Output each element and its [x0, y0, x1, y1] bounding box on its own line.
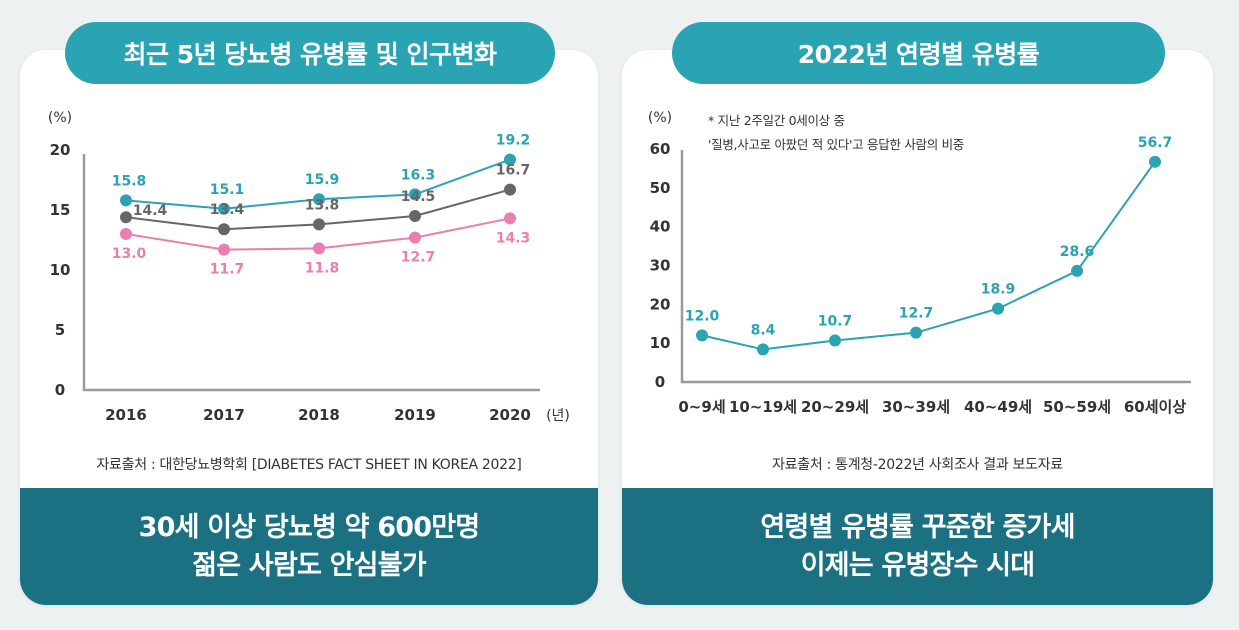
- right-banner-line1: 연령별 유병률 꾸준한 증가세: [760, 511, 1075, 543]
- left-x-unit-label: (년): [546, 408, 570, 424]
- data-point: [120, 211, 132, 224]
- data-point: [1149, 155, 1161, 168]
- left-line-chart: (%) (년) 0 5 10 15 20 2016 2017 2018 2019 2020 15.8…: [48, 110, 570, 424]
- x-tick-label: 2019: [394, 406, 436, 424]
- right-banner: 연령별 유병률 꾸준한 증가세 이제는 유병장수 시대: [622, 488, 1213, 605]
- y-tick-label: 60: [650, 140, 671, 158]
- x-tick-label: 60세이상: [1124, 398, 1186, 416]
- data-point: [313, 193, 325, 206]
- data-label: 19.2: [496, 133, 531, 149]
- data-label: 15.9: [305, 172, 340, 188]
- right-note-line1: * 지난 2주일간 0세이상 중: [708, 113, 845, 128]
- left-chart-title-pill: 최근 5년 당뇨병 유병률 및 인구변화: [65, 22, 555, 84]
- data-point: [757, 343, 769, 356]
- data-point: [696, 329, 708, 342]
- data-label: 56.7: [1138, 135, 1173, 151]
- left-banner-line2: 젊은 사람도 안심불가: [192, 549, 426, 581]
- x-tick-label: 2016: [105, 406, 147, 424]
- data-label: 12.0: [685, 308, 720, 324]
- y-tick-label: 10: [50, 261, 71, 279]
- data-point: [218, 202, 230, 215]
- right-note-line2: '질병,사고로 아팠던 적 있다'고 응답한 사람의 비중: [708, 137, 964, 152]
- data-label: 16.7: [496, 163, 531, 179]
- data-point: [504, 212, 516, 225]
- data-point: [218, 223, 230, 236]
- left-chart-panel: (%) (년) 0 5 10 15 20 2016 2017 2018 2019 2020 15.8…: [20, 50, 598, 605]
- data-point: [829, 334, 841, 347]
- left-source-text: 자료출처 : 대한당뇨병학회 [DIABETES FACT SHEET IN K…: [96, 457, 522, 473]
- data-label: 13.8: [305, 197, 340, 213]
- data-label: 12.7: [899, 306, 934, 322]
- y-tick-label: 15: [50, 201, 71, 219]
- data-point: [313, 218, 325, 231]
- data-label: 16.3: [401, 167, 436, 183]
- data-label: 11.7: [210, 262, 245, 278]
- x-tick-label: 20~29세: [801, 398, 869, 416]
- data-point: [409, 231, 421, 244]
- right-banner-line2: 이제는 유병장수 시대: [800, 549, 1035, 581]
- y-tick-label: 50: [650, 179, 671, 197]
- data-point: [992, 302, 1004, 315]
- data-label: 11.8: [305, 260, 340, 276]
- y-tick-label: 20: [650, 295, 671, 313]
- data-label: 18.9: [981, 282, 1016, 298]
- right-y-unit-label: (%): [648, 110, 672, 126]
- left-y-unit-label: (%): [48, 110, 72, 126]
- data-label: 13.4: [210, 202, 245, 218]
- right-chart-panel: (%) 0 10 20 30 40 50 60 0~9세 10~19세 20~29세 30~39세 4…: [622, 50, 1213, 605]
- data-point: [120, 194, 132, 207]
- data-point: [504, 153, 516, 166]
- x-tick-label: 40~49세: [964, 398, 1032, 416]
- data-label: 14.4: [133, 203, 168, 219]
- left-banner: 30세 이상 당뇨병 약 600만명 젊은 사람도 안심불가: [20, 488, 598, 605]
- y-tick-label: 30: [650, 257, 671, 275]
- data-point: [120, 228, 132, 240]
- data-label: 28.6: [1060, 244, 1095, 260]
- y-tick-label: 20: [50, 141, 71, 159]
- right-source-text: 자료출처 : 통계청-2022년 사회조사 결과 보도자료: [772, 457, 1063, 473]
- data-label: 14.5: [401, 189, 436, 205]
- y-tick-label: 0: [655, 373, 665, 391]
- data-label: 15.8: [112, 173, 147, 189]
- data-point: [910, 326, 922, 339]
- x-tick-label: 30~39세: [882, 398, 950, 416]
- data-point: [313, 242, 325, 255]
- x-tick-label: 2020: [489, 406, 531, 424]
- y-tick-label: 0: [55, 381, 65, 399]
- y-tick-label: 40: [650, 218, 671, 236]
- data-label: 14.3: [496, 230, 531, 246]
- x-tick-label: 2017: [203, 406, 245, 424]
- x-tick-label: 10~19세: [729, 398, 797, 416]
- x-tick-label: 50~59세: [1043, 398, 1111, 416]
- data-label: 8.4: [751, 322, 776, 338]
- x-tick-label: 2018: [298, 406, 340, 424]
- left-banner-line1: 30세 이상 당뇨병 약 600만명: [138, 511, 481, 543]
- y-tick-label: 10: [650, 334, 671, 352]
- data-point: [1071, 264, 1083, 277]
- data-label: 15.1: [210, 182, 245, 198]
- data-point: [409, 188, 421, 201]
- data-label: 12.7: [401, 250, 436, 266]
- data-point: [504, 183, 516, 196]
- right-chart-title: 2022년 연령별 유병률: [797, 40, 1040, 69]
- data-label: 13.0: [112, 246, 147, 262]
- data-point: [409, 210, 421, 222]
- y-tick-label: 5: [55, 321, 65, 339]
- right-chart-title-pill: 2022년 연령별 유병률: [672, 22, 1165, 84]
- right-line-chart: (%) 0 10 20 30 40 50 60 0~9세 10~19세 20~29세 30~39세 4…: [648, 110, 1191, 416]
- left-chart-title: 최근 5년 당뇨병 유병률 및 인구변화: [123, 40, 497, 69]
- data-point: [218, 243, 230, 256]
- x-tick-label: 0~9세: [678, 398, 725, 416]
- data-label: 10.7: [818, 313, 853, 329]
